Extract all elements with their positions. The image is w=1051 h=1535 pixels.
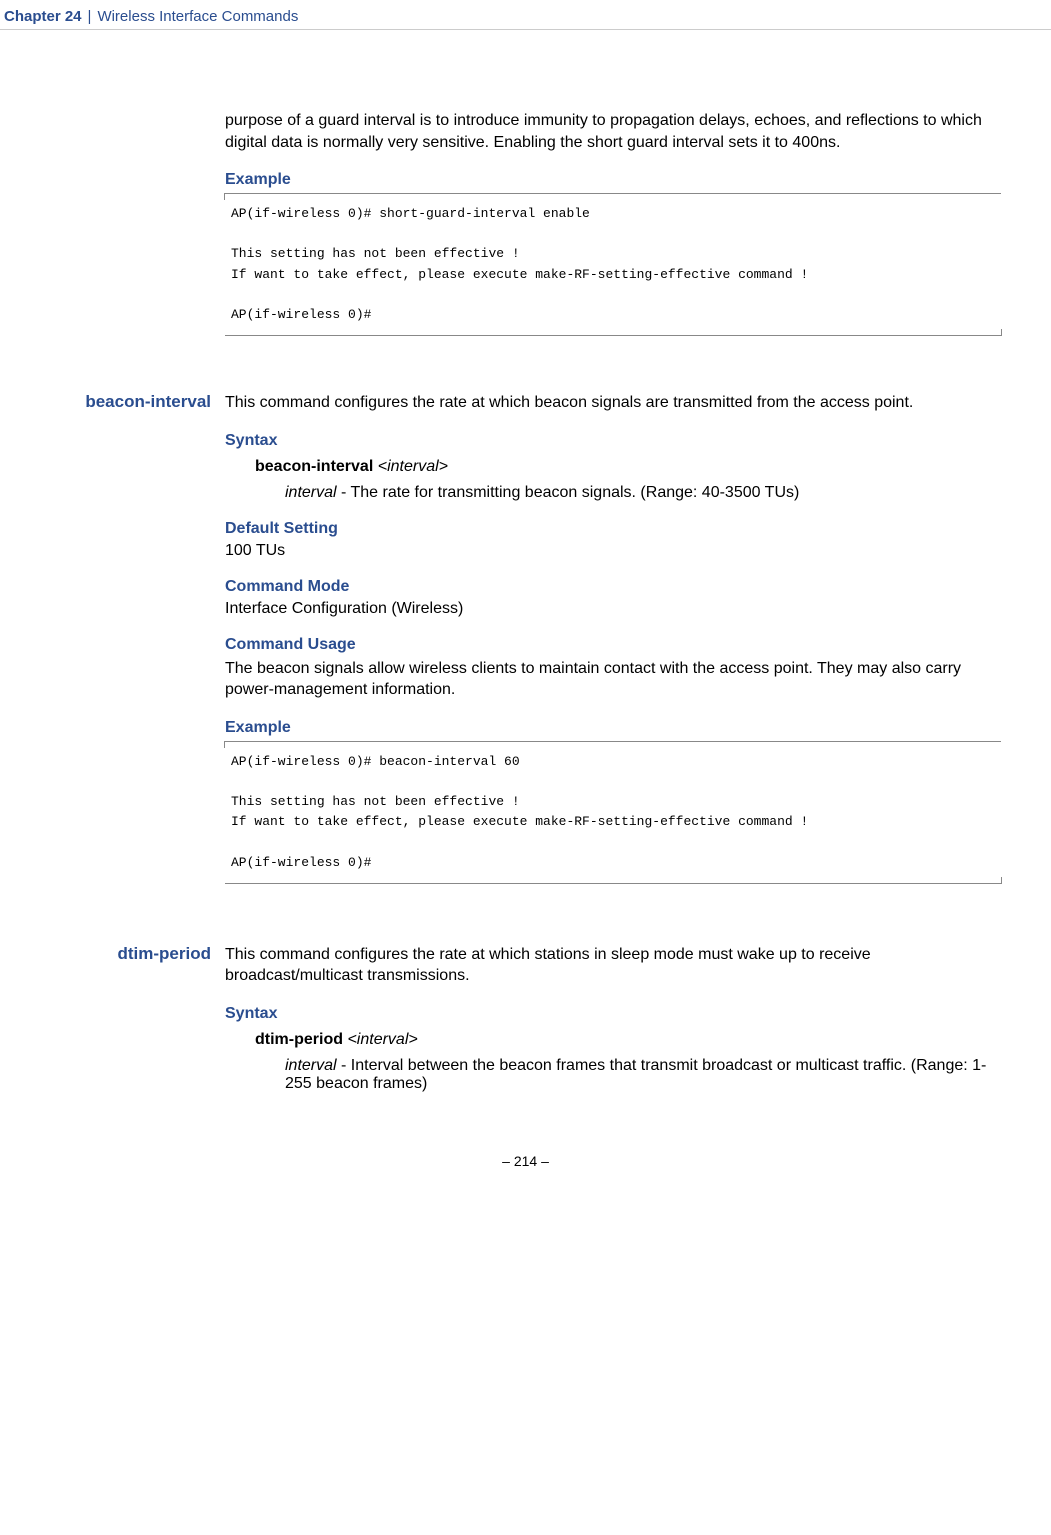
param-desc-dtim: interval - Interval between the beacon f… xyxy=(285,1057,1001,1093)
example-heading-2: Example xyxy=(225,719,1001,737)
header-title: Wireless Interface Commands xyxy=(97,8,298,25)
chapter-label: Chapter 24 xyxy=(0,8,82,25)
beacon-description: This command configures the rate at whic… xyxy=(225,392,1001,414)
param-text-dtim: - Interval between the beacon frames tha… xyxy=(285,1057,986,1092)
default-heading-beacon: Default Setting xyxy=(225,520,1001,538)
param-name-beacon: interval xyxy=(285,484,337,501)
beacon-interval-section: beacon-interval This command configures … xyxy=(0,392,1051,940)
sidebar-column xyxy=(0,110,225,392)
content-area: purpose of a guard interval is to introd… xyxy=(0,30,1051,392)
code-block-2: AP(if-wireless 0)# beacon-interval 60 Th… xyxy=(225,741,1001,884)
dtim-description: This command configures the rate at whic… xyxy=(225,944,1001,987)
param-text-beacon: - The rate for transmitting beacon signa… xyxy=(337,484,800,501)
mode-value-beacon: Interface Configuration (Wireless) xyxy=(225,600,1001,618)
page-header: Chapter 24 | Wireless Interface Commands xyxy=(0,0,1051,30)
syntax-param-beacon: <interval> xyxy=(378,458,448,475)
syntax-heading-dtim: Syntax xyxy=(225,1005,1001,1023)
syntax-param-dtim: <interval> xyxy=(347,1031,417,1048)
command-label-dtim: dtim-period xyxy=(0,944,225,964)
command-label-beacon: beacon-interval xyxy=(0,392,225,412)
code-block-1: AP(if-wireless 0)# short-guard-interval … xyxy=(225,193,1001,336)
param-desc-beacon: interval - The rate for transmitting bea… xyxy=(285,484,1001,502)
param-name-dtim: interval xyxy=(285,1057,337,1074)
syntax-cmd-dtim: dtim-period xyxy=(255,1031,343,1048)
mode-heading-beacon: Command Mode xyxy=(225,578,1001,596)
page-footer: – 214 – xyxy=(0,1153,1051,1189)
usage-heading-beacon: Command Usage xyxy=(225,636,1001,654)
syntax-line-beacon: beacon-interval <interval> xyxy=(255,458,1001,476)
syntax-heading-beacon: Syntax xyxy=(225,432,1001,450)
syntax-line-dtim: dtim-period <interval> xyxy=(255,1031,1001,1049)
dtim-period-section: dtim-period This command configures the … xyxy=(0,944,1051,1093)
usage-text-beacon: The beacon signals allow wireless client… xyxy=(225,658,1001,701)
intro-paragraph: purpose of a guard interval is to introd… xyxy=(225,110,1001,153)
header-divider: | xyxy=(88,8,92,25)
default-value-beacon: 100 TUs xyxy=(225,542,1001,560)
example-heading-1: Example xyxy=(225,171,1001,189)
syntax-cmd-beacon: beacon-interval xyxy=(255,458,373,475)
main-column: purpose of a guard interval is to introd… xyxy=(225,110,1051,392)
